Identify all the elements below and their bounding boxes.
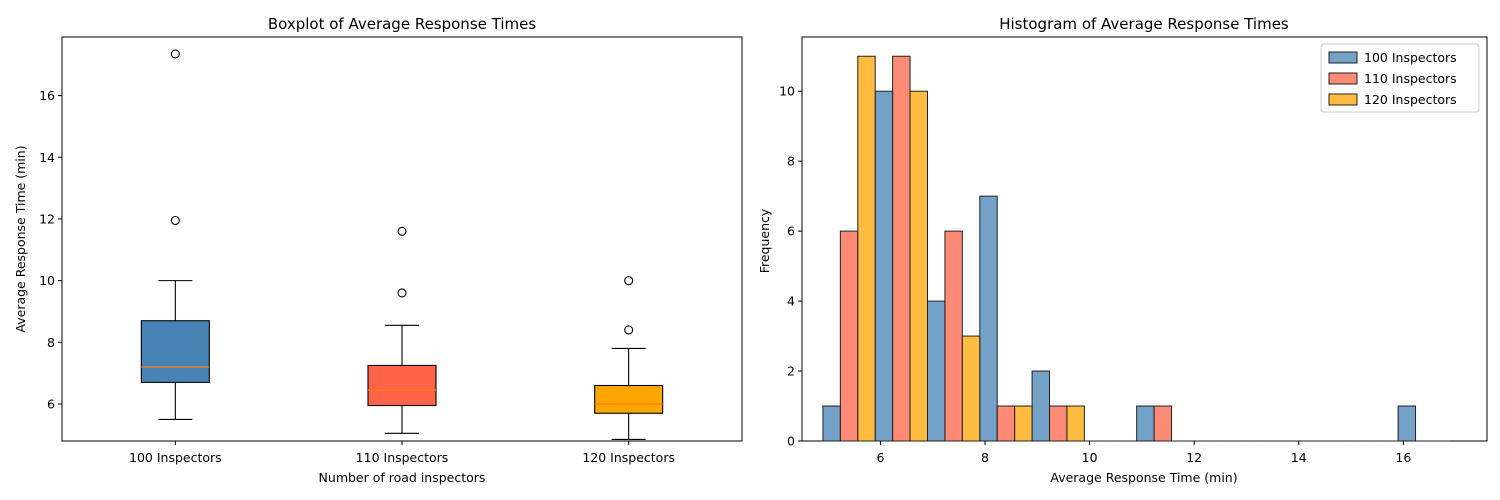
boxplot-panel: Boxplot of Average Response Times 6 8 10 12…: [13, 15, 743, 485]
legend-label: 120 Inspectors: [1364, 92, 1457, 107]
histogram-bar: [822, 405, 841, 442]
histogram-y-label: Frequency: [757, 208, 772, 273]
legend-swatch: [1328, 93, 1358, 106]
histogram-x-tick-label: 16: [1395, 450, 1411, 465]
histogram-series-3: [857, 55, 1451, 442]
boxplot-y-tick-label: 14: [39, 150, 55, 165]
histogram-y-tick-label: 8: [787, 154, 795, 169]
legend-frame: [1320, 43, 1480, 113]
histogram-y-tick-label: 6: [787, 224, 795, 239]
histogram-bar: [1136, 405, 1155, 442]
legend-swatch: [1328, 72, 1358, 85]
outlier-point: [170, 49, 180, 59]
histogram-x-ticks: 6 8 10 12 14 16: [876, 441, 1411, 465]
box-3: [594, 276, 664, 441]
outlier-point: [624, 325, 634, 335]
histogram-x-tick-label: 14: [1291, 450, 1307, 465]
histogram-bar: [926, 300, 946, 442]
boxplot-y-tick-label: 8: [47, 335, 55, 350]
histogram-series-2: [839, 55, 1433, 442]
boxplot-y-tick-label: 12: [39, 211, 55, 226]
boxplot-x-tick-label: 100 Inspectors: [129, 450, 222, 465]
histogram-y-tick-label: 10: [779, 84, 795, 99]
boxplot-x-ticks: 100 Inspectors 110 Inspectors 120 Inspecto…: [129, 441, 675, 465]
boxplot-y-ticks: 6 8 10 12 14 16: [39, 88, 62, 411]
outlier-point: [170, 215, 180, 226]
histogram-bar: [1397, 405, 1417, 442]
histogram-y-tick-label: 2: [787, 364, 795, 379]
outlier-point: [397, 226, 407, 236]
boxplot-x-tick-label: 110 Inspectors: [356, 450, 449, 465]
legend-item: 100 Inspectors: [1328, 50, 1457, 65]
histogram-x-tick-label: 12: [1186, 450, 1202, 465]
histogram-bar: [909, 90, 928, 442]
histogram-bar: [1066, 405, 1085, 442]
histogram-bar: [839, 230, 859, 442]
legend-item: 110 Inspectors: [1328, 71, 1457, 86]
boxplot-marks: [140, 49, 664, 441]
histogram-title: Histogram of Average Response Times: [999, 15, 1289, 33]
boxplot-y-label: Average Response Time (min): [13, 145, 28, 332]
box-1: [140, 49, 210, 420]
legend-item: 120 Inspectors: [1328, 92, 1457, 107]
histogram-bar: [979, 195, 998, 442]
histogram-series-1: [822, 90, 1417, 442]
legend-label: 100 Inspectors: [1364, 50, 1457, 65]
histogram-y-tick-label: 0: [787, 434, 795, 449]
histogram-y-ticks: 0 2 4 6 8 10: [779, 84, 802, 449]
histogram-bar: [1153, 405, 1173, 442]
outlier-point: [397, 288, 407, 298]
boxplot-y-tick-label: 16: [39, 88, 55, 103]
histogram-bar: [1014, 405, 1033, 442]
histogram-bar: [1049, 405, 1068, 442]
boxplot-y-tick-label: 6: [47, 396, 55, 411]
histogram-bar: [1031, 370, 1051, 442]
boxplot-title: Boxplot of Average Response Times: [268, 15, 537, 33]
boxplot-y-tick-label: 10: [39, 273, 55, 288]
boxplot-x-label: Number of road inspectors: [319, 470, 486, 485]
histogram-x-tick-label: 10: [1082, 450, 1098, 465]
histogram-bar: [961, 335, 981, 442]
outlier-point: [624, 276, 634, 286]
histogram-bar: [944, 230, 963, 442]
histogram-legend: 100 Inspectors 110 Inspectors 120 Inspecto…: [1320, 43, 1480, 113]
legend-label: 110 Inspectors: [1364, 71, 1457, 86]
box-iqr: [140, 320, 210, 383]
box-iqr: [367, 364, 437, 407]
histogram-marks: [822, 55, 1451, 442]
histogram-y-tick-label: 4: [787, 294, 795, 309]
histogram-bar: [857, 55, 876, 442]
legend-swatch: [1328, 51, 1358, 64]
histogram-bar: [996, 405, 1016, 442]
histogram-x-label: Average Response Time (min): [1050, 470, 1237, 485]
boxplot-x-tick-label: 120 Inspectors: [582, 450, 675, 465]
histogram-x-tick-label: 6: [876, 450, 884, 465]
histogram-bar: [874, 90, 894, 442]
histogram-x-tick-label: 8: [981, 450, 989, 465]
box-2: [367, 226, 437, 434]
histogram-bar: [892, 55, 911, 442]
box-iqr: [594, 384, 664, 414]
histogram-panel: Histogram of Average Response Times 0 2 4 6…: [757, 15, 1488, 485]
